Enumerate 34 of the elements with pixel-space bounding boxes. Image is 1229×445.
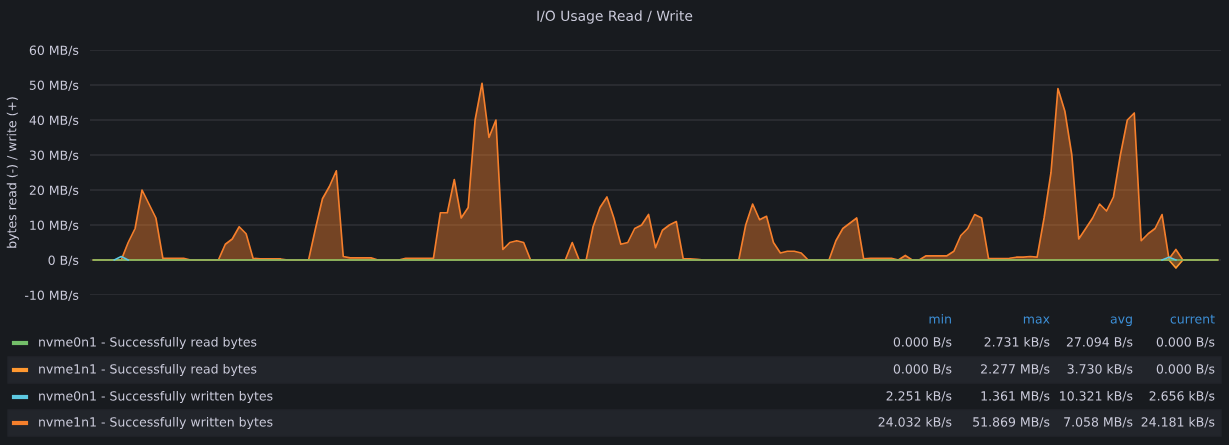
text: 0.000 B/s [1156,337,1215,348]
text: 24.032 kB/s [878,416,952,428]
text: 2.656 kB/s [1149,390,1215,402]
text: 24.181 kB/s [1141,416,1215,428]
y-tick-label: 30 MB/s [29,150,79,161]
text: avg [1110,316,1132,327]
text: 7.058 MB/s [1064,417,1133,428]
text: 0.000 B/s [893,364,952,375]
text: 27.094 B/s [1066,337,1133,348]
y-tick-label: 60 MB/s [29,45,79,56]
y-tick-label: 10 MB/s [30,220,79,231]
text: current [1170,314,1215,324]
y-tick-label: 20 MB/s [29,185,79,196]
text: 51.869 MB/s [973,417,1050,428]
chart-title: I/O Usage Read / Write [537,10,693,24]
text: 1.361 MB/s [981,391,1050,402]
text: 10.321 kB/s [1060,390,1133,402]
text: 0.000 B/s [893,337,952,348]
legend-label: nvme1n1 - Successfully read bytes [39,363,257,377]
text: 2.731 kB/s [984,336,1050,348]
y-tick-label: 50 MB/s [29,80,79,91]
text: 2.277 MB/s [981,364,1050,375]
text: max [1023,316,1050,324]
y-tick-label: -10 MB/s [25,290,79,301]
y-tick-label: 40 MB/s [29,115,79,126]
text: min [929,313,951,324]
legend-label: nvme0n1 - Successfully written bytes [39,390,273,404]
text: 2.251 kB/s [886,390,952,402]
y-axis-title: bytes read (-) / write (+) [6,97,19,248]
text: 3.730 kB/s [1067,363,1133,375]
text: 0.000 B/s [1156,364,1215,375]
y-tick-label: 0 B/s [48,255,79,266]
legend-label: nvme0n1 - Successfully read bytes [39,336,257,350]
legend-label: nvme1n1 - Successfully written bytes [39,416,273,430]
